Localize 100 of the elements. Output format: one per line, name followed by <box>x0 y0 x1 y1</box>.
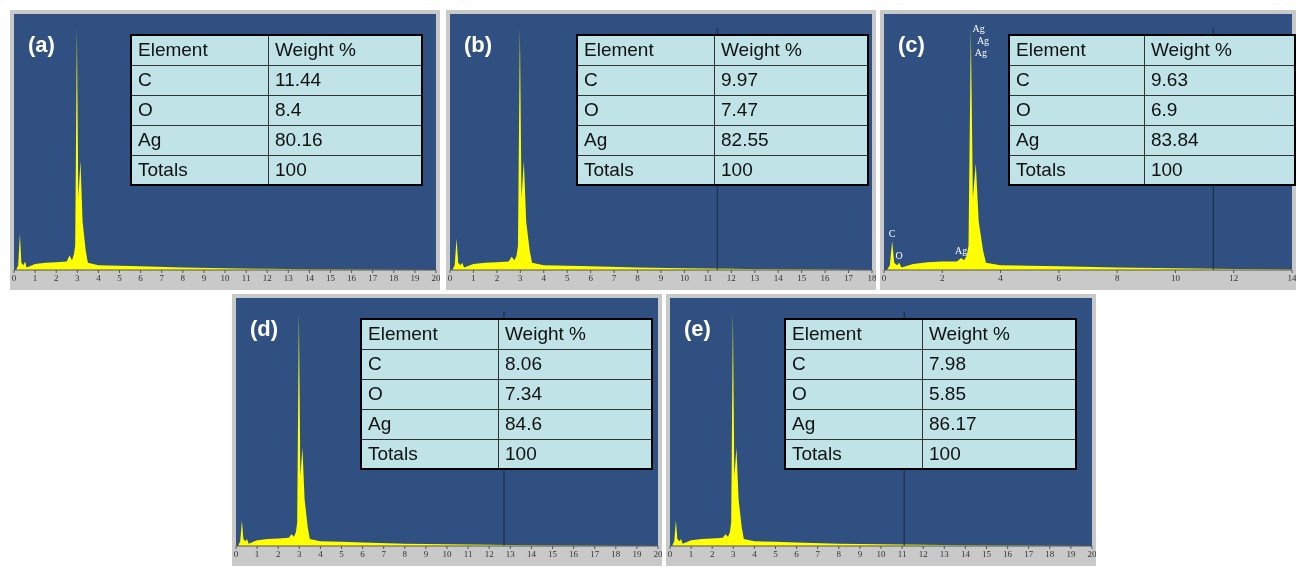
x-tick-label: 14 <box>960 549 971 560</box>
x-tick-label: 3 <box>518 273 524 284</box>
x-tick-label: 16 <box>1003 549 1013 560</box>
annotation: O <box>785 379 923 409</box>
x-tick-label: 18 <box>389 273 399 284</box>
annotation: Totals <box>577 155 715 185</box>
x-tick-label: 20 <box>431 273 441 284</box>
annotation: Weight % <box>268 35 422 65</box>
x-tick-label: 2 <box>275 549 281 560</box>
annotation: O <box>361 379 499 409</box>
x-tick-label: 9 <box>857 549 863 560</box>
x-tick-label: 1 <box>688 549 694 560</box>
annotation: C <box>785 349 923 379</box>
x-tick-label: 5 <box>339 549 345 560</box>
x-tick-label: 8 <box>180 273 186 284</box>
x-tick-label: 10 <box>876 549 886 560</box>
x-tick-label: 12 <box>484 549 494 560</box>
x-tick-label: 20 <box>653 549 663 560</box>
chart-title: (b) <box>464 32 493 58</box>
x-tick-label: 14 <box>526 549 537 560</box>
annotation: Totals <box>785 439 923 469</box>
annotation: 9.97 <box>714 65 868 95</box>
x-tick-label: 0 <box>447 273 453 284</box>
annotation: Ag <box>976 34 990 46</box>
chart-title: (a) <box>28 32 55 58</box>
x-tick-label: 17 <box>844 273 854 284</box>
x-tick-label: 19 <box>1066 549 1076 560</box>
annotation: Weight % <box>1144 35 1295 65</box>
x-tick-label: 11 <box>703 273 713 284</box>
x-tick-label: 0 <box>11 273 17 284</box>
x-tick-label: 15 <box>797 273 807 284</box>
x-tick-label: 12 <box>1229 273 1239 284</box>
x-tick-label: 15 <box>982 549 992 560</box>
annotation: Ag <box>361 409 499 439</box>
annotation: Weight % <box>714 35 868 65</box>
annotation: Weight % <box>498 319 652 349</box>
x-tick-label: 15 <box>548 549 558 560</box>
x-tick-label: 19 <box>632 549 642 560</box>
x-tick-label: 18 <box>611 549 621 560</box>
annotation: Ag <box>1009 125 1145 155</box>
annotation: 100 <box>714 155 868 185</box>
x-tick-label: 14 <box>773 273 784 284</box>
x-tick-label: 2 <box>940 273 945 284</box>
x-tick-label: 16 <box>820 273 831 284</box>
x-tick-label: 9 <box>201 273 207 284</box>
x-tick-label: 19 <box>410 273 420 284</box>
x-tick-label: 2 <box>709 549 715 560</box>
annotation: Element <box>785 319 923 349</box>
x-tick-label: 15 <box>326 273 336 284</box>
x-tick-label: 12 <box>918 549 928 560</box>
x-tick-label: 3 <box>75 273 81 284</box>
annotation: 83.84 <box>1144 125 1295 155</box>
annotation: C <box>1009 65 1145 95</box>
x-tick-label: 0 <box>667 549 673 560</box>
x-tick-label: 6 <box>360 549 366 560</box>
x-tick-label: 17 <box>368 273 378 284</box>
annotation: O <box>1009 95 1145 125</box>
x-tick-label: 17 <box>1024 549 1034 560</box>
annotation: Ag <box>577 125 715 155</box>
x-tick-label: 17 <box>590 549 600 560</box>
annotation: 7.47 <box>714 95 868 125</box>
x-tick-label: 3 <box>731 549 737 560</box>
x-tick-label: 14 <box>1287 273 1296 284</box>
annotation: Ag <box>972 22 985 34</box>
annotation: 8.4 <box>268 95 422 125</box>
x-tick-label: 9 <box>658 273 664 284</box>
x-tick-label: 6 <box>588 273 594 284</box>
annotation: Totals <box>1009 155 1145 185</box>
annotation: 82.55 <box>714 125 868 155</box>
chart-title: (c) <box>898 32 925 58</box>
annotation: O <box>895 249 903 261</box>
x-tick-label: 3 <box>297 549 303 560</box>
x-tick-label: 13 <box>283 273 294 284</box>
x-tick-label: 8 <box>635 273 641 284</box>
annotation: 84.6 <box>498 409 652 439</box>
x-tick-label: 7 <box>611 273 617 284</box>
x-tick-label: 4 <box>541 273 547 284</box>
annotation: 100 <box>268 155 422 185</box>
annotation: 5.85 <box>922 379 1076 409</box>
x-tick-label: 10 <box>679 273 690 284</box>
x-tick-label: 16 <box>347 273 357 284</box>
x-tick-label: 13 <box>939 549 950 560</box>
annotation: 100 <box>922 439 1076 469</box>
annotation: Weight % <box>922 319 1076 349</box>
x-tick-label: 10 <box>1170 273 1181 284</box>
annotation: Ag <box>955 244 968 256</box>
annotation: O <box>131 95 269 125</box>
x-tick-label: 9 <box>423 549 429 560</box>
x-tick-label: 8 <box>1114 273 1120 284</box>
x-tick-label: 5 <box>564 273 570 284</box>
x-tick-label: 1 <box>254 549 260 560</box>
x-tick-label: 8 <box>836 549 842 560</box>
x-tick-label: 4 <box>752 549 758 560</box>
x-tick-label: 6 <box>1056 273 1062 284</box>
chart-title: (d) <box>250 316 279 342</box>
annotation: 7.98 <box>922 349 1076 379</box>
annotation: C <box>577 65 715 95</box>
x-tick-label: 18 <box>1045 549 1055 560</box>
annotation: Totals <box>131 155 269 185</box>
x-tick-label: 2 <box>53 273 59 284</box>
